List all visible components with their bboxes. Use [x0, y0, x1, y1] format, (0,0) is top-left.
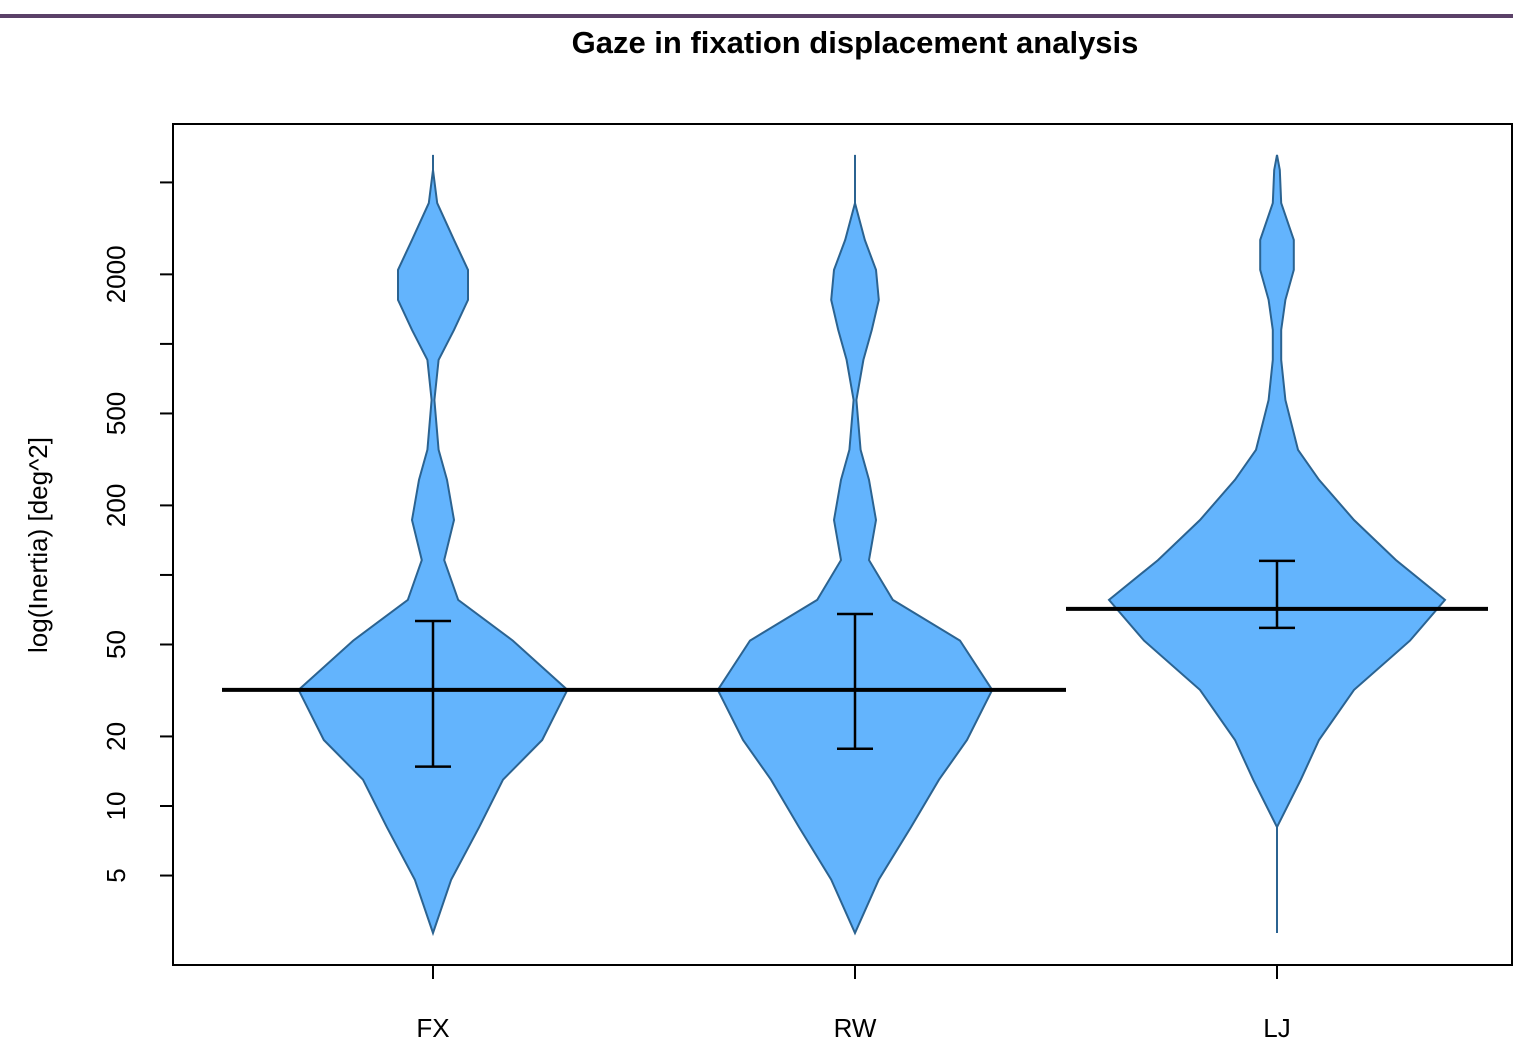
y-tick-label: 2000 — [101, 245, 131, 303]
y-axis-label: log(Inertia) [deg^2] — [23, 437, 53, 653]
y-tick-label: 500 — [101, 392, 131, 435]
plot-frame — [172, 123, 1513, 966]
violin — [297, 154, 569, 937]
chart-title: Gaze in fixation displacement analysis — [572, 25, 1139, 60]
y-tick-label: 20 — [101, 722, 131, 751]
violin — [1107, 154, 1447, 933]
y-tick-label: 50 — [101, 630, 131, 659]
x-tick-label: FX — [416, 1013, 449, 1043]
x-tick-label: LJ — [1263, 1013, 1290, 1043]
x-tick-label: RW — [834, 1013, 877, 1043]
y-tick-label: 5 — [101, 868, 131, 882]
y-tick-label: 200 — [101, 484, 131, 527]
violin — [716, 154, 994, 936]
y-tick-label: 10 — [101, 792, 131, 821]
